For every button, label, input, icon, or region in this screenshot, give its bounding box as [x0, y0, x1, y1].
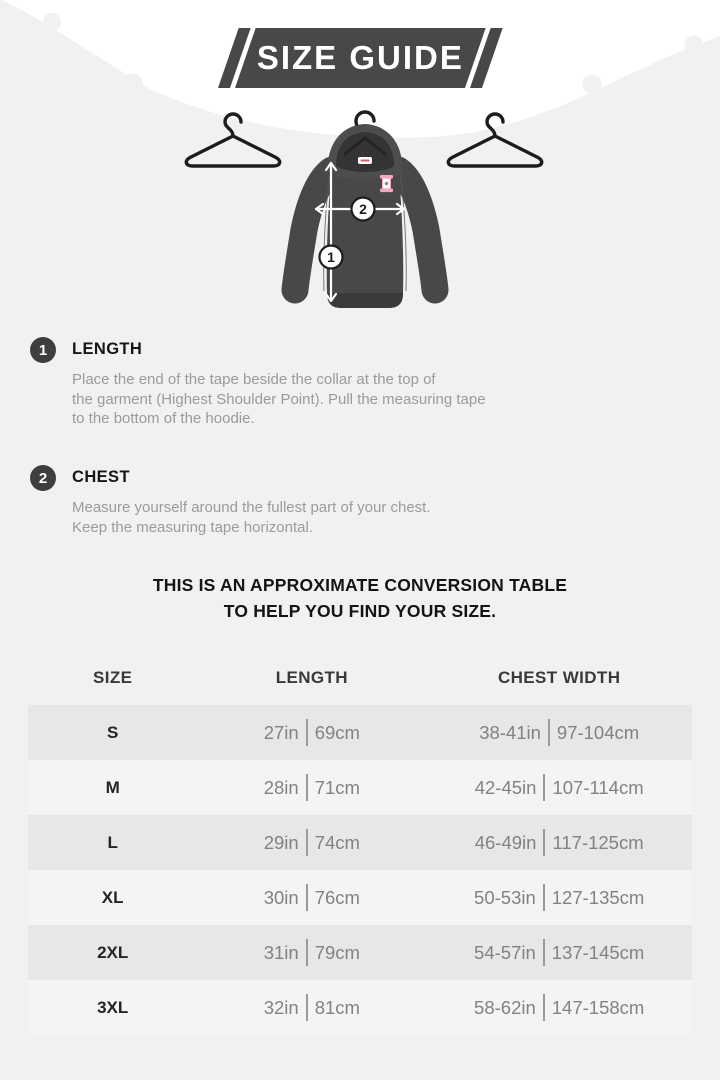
table-row: S 27in 69cm 38-41in 97-104cm	[28, 705, 692, 760]
length-value: 31in 79cm	[197, 939, 426, 966]
column-header-chest-width: CHEST WIDTH	[497, 667, 621, 687]
length-arrow	[324, 161, 338, 303]
conversion-note: THIS IS AN APPROXIMATE CONVERSION TABLE …	[0, 572, 720, 624]
page-title: SIZE GUIDE	[256, 39, 464, 76]
column-header-size: SIZE	[92, 667, 133, 687]
divider	[543, 774, 546, 801]
table-row: M 28in 71cm 42-45in 107-114cm	[28, 760, 692, 815]
divider	[542, 884, 545, 911]
step-2-badge: 2	[30, 465, 56, 491]
divider	[305, 994, 308, 1021]
size-value: L	[107, 832, 118, 852]
chest-value: 46-49in 117-125cm	[426, 829, 692, 856]
hoodie-illustration-area: 1 2	[0, 0, 720, 330]
wave-bump	[684, 35, 704, 55]
wave-bump	[582, 74, 602, 94]
length-value: 29in 74cm	[197, 829, 426, 856]
table-row: L 29in 74cm 46-49in 117-125cm	[28, 815, 692, 870]
step-1-badge: 1	[30, 337, 56, 363]
hoodie-left-sleeve	[281, 156, 346, 304]
instruction-chest-line: Measure yourself around the fullest part…	[72, 499, 431, 516]
chest-marker: 2	[350, 196, 376, 222]
wave-bump	[123, 73, 143, 93]
size-value: 2XL	[97, 942, 129, 962]
hoodie-body	[326, 158, 404, 308]
size-table: SIZE LENGTH CHEST WIDTH S 27in 69cm 38-41…	[28, 650, 692, 1035]
divider	[305, 884, 308, 911]
column-header-length: LENGTH	[275, 667, 348, 687]
hanger-icon	[184, 112, 282, 168]
chest-value: 50-53in 127-135cm	[426, 884, 692, 911]
instruction-chest-title: CHEST	[72, 468, 130, 486]
size-table-header: SIZE LENGTH CHEST WIDTH	[28, 650, 692, 705]
instruction-length-line: Place the end of the tape beside the col…	[72, 371, 436, 388]
length-value: 32in 81cm	[197, 994, 426, 1021]
length-marker: 1	[318, 244, 344, 270]
divider	[547, 719, 550, 746]
table-row: 2XL 31in 79cm 54-57in 137-145cm	[28, 925, 692, 980]
wave-bump	[43, 13, 61, 31]
length-value: 27in 69cm	[197, 719, 426, 746]
svg-text:2: 2	[359, 201, 367, 217]
table-row: 3XL 32in 81cm 58-62in 147-158cm	[28, 980, 692, 1035]
instruction-length-title: LENGTH	[72, 340, 143, 358]
instruction-length: 1 LENGTH Place the end of the tape besid…	[30, 336, 700, 429]
svg-text:1: 1	[327, 249, 335, 265]
size-value: 3XL	[97, 997, 129, 1017]
instruction-chest-line: Keep the measuring tape horizontal.	[72, 518, 313, 536]
chest-value: 54-57in 137-145cm	[426, 939, 692, 966]
divider	[305, 939, 308, 966]
divider	[305, 829, 308, 856]
size-value: S	[106, 722, 119, 742]
instruction-length-line: the garment (Highest Shoulder Point). Pu…	[72, 390, 486, 408]
divider	[542, 994, 545, 1021]
chest-logo-icon	[380, 175, 393, 193]
instruction-chest: 2 CHEST Measure yourself around the full…	[30, 464, 700, 537]
conversion-note-line: THIS IS AN APPROXIMATE CONVERSION TABLE	[152, 575, 568, 595]
hoodie-icon: 1 2	[281, 110, 449, 308]
size-guide-banner: SIZE GUIDE	[218, 28, 503, 88]
hanger-arms	[343, 136, 387, 156]
size-value: XL	[101, 887, 124, 907]
hanger-icon	[446, 112, 544, 168]
length-value: 30in 76cm	[197, 884, 426, 911]
divider	[305, 774, 308, 801]
chest-value: 58-62in 147-158cm	[426, 994, 692, 1021]
conversion-note-line: TO HELP YOU FIND YOUR SIZE.	[223, 601, 497, 621]
instruction-length-line: to the bottom of the hoodie.	[72, 410, 255, 427]
hoodie-hood-opening	[336, 132, 394, 172]
hoodie-right-sleeve	[384, 156, 449, 304]
size-value: M	[105, 777, 120, 797]
chest-value: 38-41in 97-104cm	[426, 719, 692, 746]
length-value: 28in 71cm	[197, 774, 426, 801]
hoodie-hem	[327, 293, 403, 308]
table-row: XL 30in 76cm 50-53in 127-135cm	[28, 870, 692, 925]
divider	[543, 829, 546, 856]
divider	[305, 719, 308, 746]
divider	[542, 939, 545, 966]
chest-value: 42-45in 107-114cm	[426, 774, 692, 801]
